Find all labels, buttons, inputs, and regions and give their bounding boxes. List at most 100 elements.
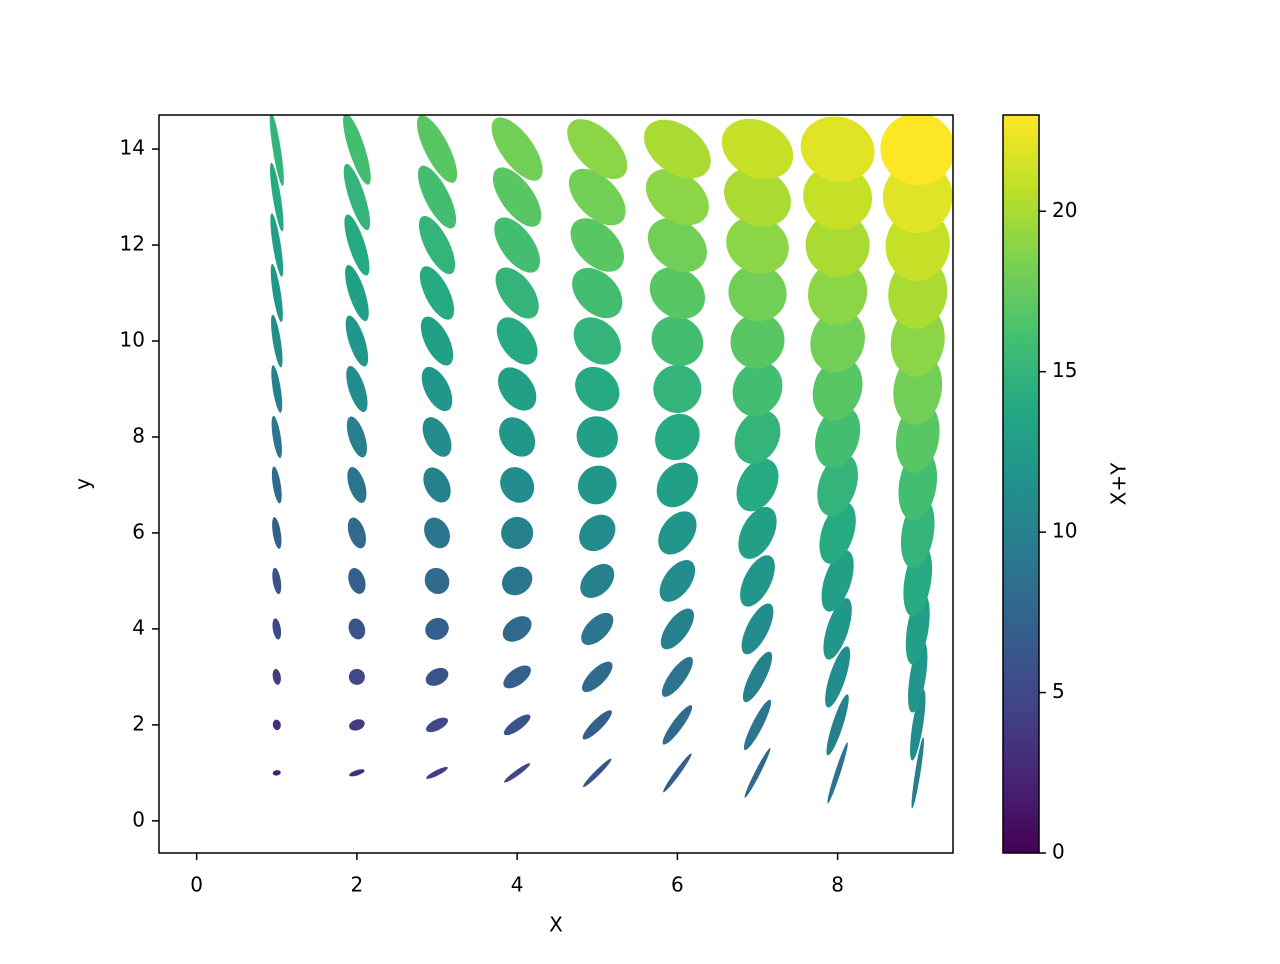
ellipse bbox=[576, 416, 618, 458]
ellipse bbox=[736, 458, 779, 512]
ellipse bbox=[582, 661, 613, 693]
ellipse bbox=[582, 758, 612, 788]
ellipse bbox=[271, 415, 282, 459]
ellipse bbox=[271, 365, 283, 413]
ellipse bbox=[349, 719, 365, 731]
ellipse bbox=[417, 165, 457, 229]
ellipse bbox=[819, 502, 856, 564]
colorbar-frame bbox=[1002, 114, 1040, 854]
ellipse bbox=[644, 119, 711, 179]
ellipse bbox=[653, 364, 702, 414]
ellipse bbox=[726, 216, 789, 274]
ellipse bbox=[503, 665, 531, 689]
ellipse bbox=[661, 656, 693, 697]
ellipse bbox=[741, 603, 774, 655]
y-tick-label: 8 bbox=[132, 423, 145, 447]
ellipse bbox=[419, 266, 455, 320]
y-tick-label: 6 bbox=[132, 519, 145, 543]
ellipse bbox=[659, 559, 696, 602]
ellipse bbox=[347, 466, 367, 503]
ellipse bbox=[573, 317, 621, 365]
y-tick-label: 10 bbox=[120, 328, 145, 352]
ellipse bbox=[807, 261, 868, 325]
ellipse bbox=[823, 598, 852, 660]
ellipse bbox=[422, 417, 452, 457]
ellipse bbox=[728, 264, 787, 322]
colorbar-tick-label: 0 bbox=[1052, 840, 1065, 864]
ellipse bbox=[425, 617, 449, 640]
ellipse bbox=[343, 115, 371, 185]
ellipse bbox=[272, 719, 281, 731]
ellipse bbox=[911, 737, 924, 809]
ellipse bbox=[645, 168, 709, 226]
ellipse bbox=[577, 465, 617, 505]
y-tick-label: 12 bbox=[120, 232, 145, 256]
ellipse bbox=[660, 608, 694, 650]
ellipse bbox=[655, 413, 700, 461]
ellipse bbox=[500, 467, 535, 503]
y-tick-label: 2 bbox=[132, 711, 145, 735]
colorbar-tick-label: 15 bbox=[1052, 358, 1077, 382]
ellipse bbox=[345, 264, 369, 322]
ellipse bbox=[416, 115, 458, 183]
ellipse bbox=[424, 567, 450, 595]
ellipse bbox=[651, 316, 704, 367]
ellipse bbox=[503, 714, 531, 736]
ellipse bbox=[421, 366, 453, 412]
ellipse bbox=[348, 568, 366, 594]
ellipse bbox=[504, 763, 531, 783]
ellipse bbox=[348, 618, 366, 640]
ellipse bbox=[501, 566, 533, 596]
y-axis-label: y bbox=[71, 478, 95, 490]
ellipse bbox=[740, 555, 775, 607]
ellipse bbox=[272, 517, 282, 549]
ellipse bbox=[800, 116, 875, 182]
ellipse bbox=[346, 365, 368, 412]
ellipse bbox=[908, 641, 928, 713]
ellipse bbox=[502, 616, 532, 642]
ellipse bbox=[343, 163, 371, 231]
colorbar-label: X+Y bbox=[1107, 462, 1131, 505]
colorbar-tick-label: 20 bbox=[1052, 198, 1077, 222]
ellipse bbox=[579, 514, 616, 552]
ellipse bbox=[821, 550, 854, 612]
ellipse bbox=[815, 405, 861, 469]
ellipse bbox=[501, 516, 534, 549]
x-tick-label: 2 bbox=[351, 873, 364, 897]
ellipse bbox=[910, 689, 926, 761]
ellipse bbox=[420, 316, 454, 366]
plot-area bbox=[269, 115, 953, 809]
ellipse bbox=[742, 651, 773, 703]
ellipse bbox=[817, 453, 858, 516]
ellipse bbox=[272, 618, 282, 640]
ellipse bbox=[810, 309, 865, 373]
ellipse bbox=[270, 213, 284, 277]
ellipse bbox=[734, 410, 781, 464]
ellipse bbox=[580, 563, 615, 598]
ellipse bbox=[272, 567, 282, 595]
ellipse bbox=[825, 646, 851, 708]
ellipse bbox=[575, 366, 620, 412]
ellipse bbox=[347, 517, 366, 549]
ellipse bbox=[662, 705, 693, 745]
y-tick-label: 4 bbox=[132, 615, 145, 639]
x-tick-label: 6 bbox=[671, 873, 684, 897]
ellipse bbox=[656, 462, 699, 508]
ellipse bbox=[826, 694, 849, 756]
ellipse bbox=[730, 313, 785, 369]
ellipse bbox=[269, 115, 284, 186]
ellipse bbox=[426, 717, 448, 733]
ellipse bbox=[346, 416, 367, 458]
ellipse bbox=[271, 314, 283, 368]
x-tick-label: 0 bbox=[190, 873, 203, 897]
ellipse bbox=[424, 517, 450, 549]
ellipse bbox=[567, 119, 628, 180]
ellipse bbox=[344, 214, 370, 276]
ellipse bbox=[572, 267, 623, 319]
x-tick-label: 4 bbox=[511, 873, 524, 897]
ellipse bbox=[270, 264, 283, 323]
x-tick-label: 8 bbox=[831, 873, 844, 897]
ellipse bbox=[724, 167, 791, 227]
ellipse bbox=[743, 699, 772, 750]
